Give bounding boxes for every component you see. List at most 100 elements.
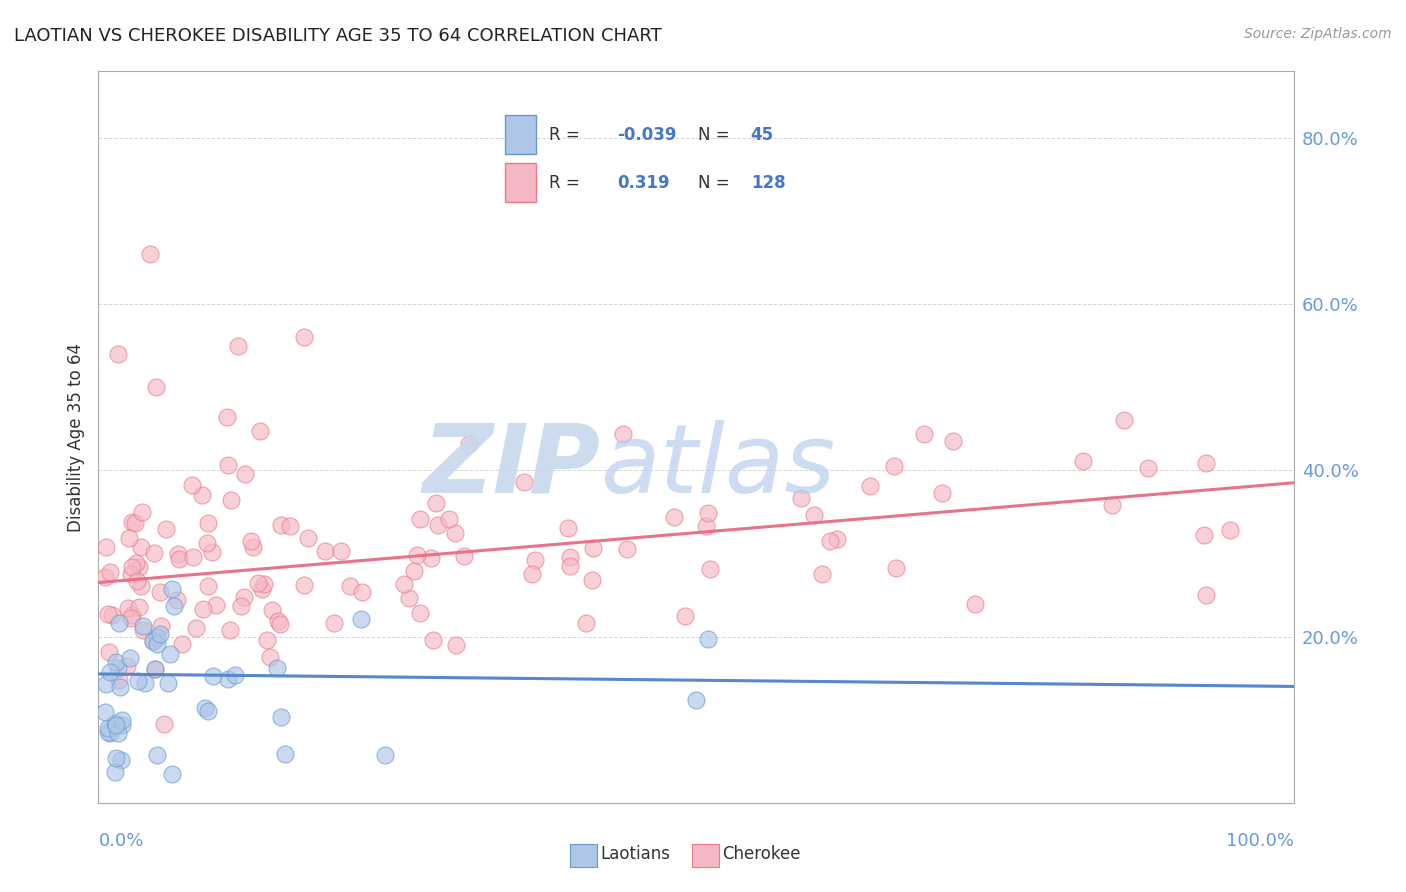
Point [128,599,150,614]
Point [297,531,319,545]
Point [145,748,167,763]
Point [458,437,481,451]
Point [118,531,141,545]
Point [181,550,204,565]
Point [184,621,207,635]
Point [97,607,120,621]
Point [228,338,250,352]
Point [409,606,432,620]
Point [204,598,226,612]
Point [124,516,146,531]
Point [314,544,336,558]
Point [266,661,288,675]
Point [616,542,638,557]
Point [249,425,271,439]
Text: 0.0%: 0.0% [98,832,143,850]
Point [166,592,188,607]
Point [1195,456,1218,470]
Point [149,627,172,641]
Point [131,505,153,519]
FancyBboxPatch shape [692,844,718,867]
Point [146,637,169,651]
Point [142,634,165,648]
Point [104,764,127,779]
Point [350,612,373,626]
Point [558,550,581,565]
Point [374,747,396,762]
Point [1112,413,1135,427]
Point [105,751,128,765]
Point [105,655,128,669]
Point [1194,528,1216,542]
Point [120,611,142,625]
Point [803,508,825,522]
Point [425,496,447,510]
Point [97,721,120,735]
Point [121,608,143,623]
Point [1073,453,1095,467]
Point [157,675,180,690]
Point [224,667,246,681]
Point [194,701,217,715]
Point [409,512,432,526]
Point [219,623,242,637]
Point [790,491,813,505]
Point [581,573,603,587]
Point [121,515,143,529]
Point [269,617,291,632]
Text: atlas: atlas [600,420,835,513]
Point [685,693,707,707]
Point [217,409,239,424]
Point [101,607,124,622]
Point [942,434,965,448]
Text: ZIP: ZIP [422,420,600,513]
Point [159,647,181,661]
Point [1137,461,1160,475]
Point [121,560,143,574]
Point [339,579,361,593]
Point [557,521,579,535]
Point [392,576,415,591]
Point [197,516,219,530]
Point [235,467,257,481]
Point [818,534,841,549]
Point [883,459,905,474]
Point [294,578,316,592]
Point [131,624,153,638]
Point [128,560,150,574]
Point [195,536,218,550]
Point [884,560,907,574]
Point [229,599,252,613]
Point [262,603,284,617]
Point [155,522,177,536]
Text: 100.0%: 100.0% [1226,832,1294,850]
Point [117,601,139,615]
Point [129,579,152,593]
Point [217,458,239,473]
Point [270,710,292,724]
Point [695,519,717,533]
Point [110,753,132,767]
Point [127,574,149,589]
Point [167,547,190,561]
Point [697,632,720,647]
Point [240,534,263,549]
Point [149,585,172,599]
Point [259,650,281,665]
Point [197,579,219,593]
Point [191,601,214,615]
Point [402,564,425,578]
Point [453,549,475,563]
Point [94,569,117,583]
Point [582,541,605,556]
Point [242,541,264,555]
Point [108,680,131,694]
Point [107,347,129,361]
Point [93,705,115,719]
Point [426,518,449,533]
Point [98,665,121,679]
Point [444,526,467,541]
Point [160,767,183,781]
Point [160,582,183,596]
Point [217,672,239,686]
